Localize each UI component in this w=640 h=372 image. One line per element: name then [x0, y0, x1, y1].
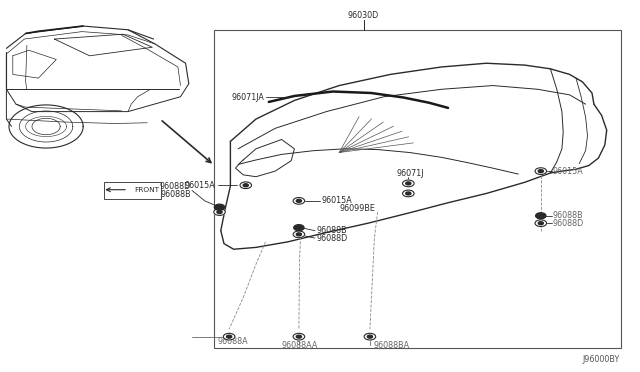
Bar — [214, 30, 621, 348]
Circle shape — [294, 225, 304, 231]
FancyBboxPatch shape — [104, 182, 161, 199]
Circle shape — [296, 233, 301, 236]
Text: 96088D: 96088D — [316, 234, 348, 243]
Text: 96071J: 96071J — [397, 169, 424, 178]
Circle shape — [227, 335, 232, 338]
Circle shape — [403, 180, 414, 187]
Text: 96088D: 96088D — [553, 219, 584, 228]
Text: 96088A: 96088A — [218, 337, 248, 346]
Circle shape — [214, 204, 225, 210]
Circle shape — [367, 335, 372, 338]
Circle shape — [403, 190, 414, 197]
Circle shape — [243, 184, 248, 187]
Circle shape — [214, 209, 225, 215]
Text: 96088D: 96088D — [159, 182, 191, 190]
Circle shape — [293, 231, 305, 238]
Text: 96088B: 96088B — [316, 226, 347, 235]
Circle shape — [406, 182, 411, 185]
Circle shape — [406, 192, 411, 195]
Text: J96000BY: J96000BY — [582, 355, 620, 364]
Circle shape — [240, 182, 252, 189]
Circle shape — [293, 198, 305, 204]
Circle shape — [538, 170, 543, 173]
Circle shape — [293, 333, 305, 340]
Circle shape — [535, 220, 547, 227]
Circle shape — [223, 333, 235, 340]
Text: 96099BE: 96099BE — [339, 204, 375, 213]
Circle shape — [296, 335, 301, 338]
Text: FRONT: FRONT — [134, 187, 159, 193]
Text: 96015A: 96015A — [185, 181, 216, 190]
Text: 96088BA: 96088BA — [374, 341, 410, 350]
Circle shape — [538, 222, 543, 225]
Text: 96088B: 96088B — [160, 190, 191, 199]
Text: 96015A: 96015A — [553, 167, 584, 176]
Circle shape — [536, 213, 546, 219]
Text: 96071JA: 96071JA — [232, 93, 264, 102]
Text: 96015A: 96015A — [321, 196, 352, 205]
Text: 96030D: 96030D — [348, 11, 379, 20]
Circle shape — [296, 199, 301, 202]
Text: 96088AA: 96088AA — [282, 341, 318, 350]
Text: 96088B: 96088B — [553, 211, 584, 220]
Circle shape — [217, 211, 222, 214]
Circle shape — [535, 168, 547, 174]
Circle shape — [364, 333, 376, 340]
